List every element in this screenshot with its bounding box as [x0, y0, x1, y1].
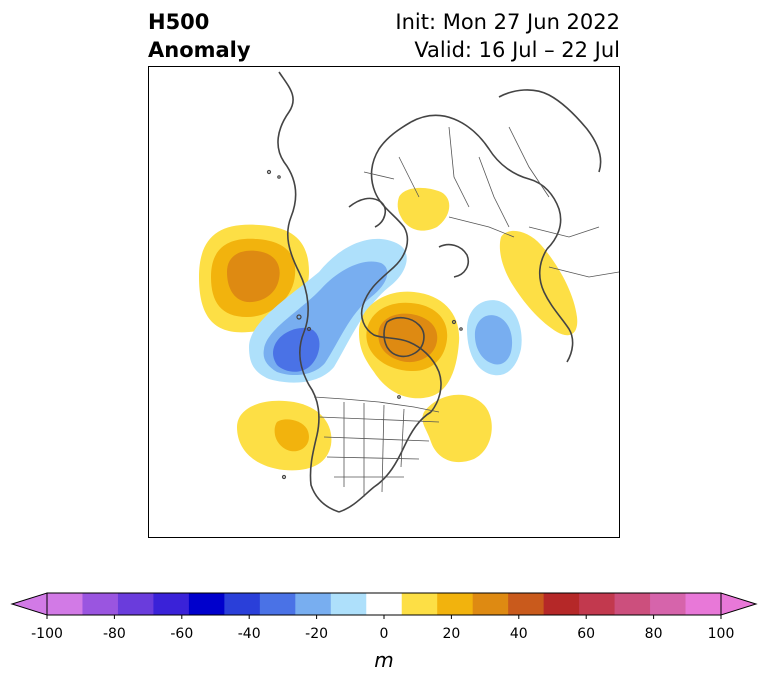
colorbar-tick-label: 20: [442, 626, 461, 642]
anomaly-positive-pacific: [199, 224, 309, 333]
anomaly-negative-greenland: [467, 300, 522, 376]
title-variable: H500: [148, 10, 210, 34]
political-borders: [313, 126, 619, 497]
anomaly-fields: [199, 187, 578, 471]
colorbar-bin: [259, 593, 296, 615]
colorbar-scale: [10, 592, 758, 619]
colorbar-bin: [437, 593, 474, 615]
colorbar: [0, 585, 768, 685]
colorbar-tick-label: -20: [305, 626, 329, 642]
colorbar-bin: [153, 593, 190, 615]
colorbar-extend-left: [10, 592, 48, 616]
colorbar-bin: [47, 593, 83, 615]
colorbar-bin: [472, 593, 509, 615]
colorbar-bin: [685, 593, 722, 615]
colorbar-bin: [579, 593, 616, 615]
anomaly-map: [199, 71, 619, 513]
anomaly-positive-scandinavia: [397, 187, 450, 231]
colorbar-tick-label: 80: [644, 626, 663, 642]
colorbar-bin: [330, 593, 367, 615]
title-type: Anomaly: [148, 38, 251, 62]
colorbar-tick-label: -80: [102, 626, 126, 642]
title-init: Init: Mon 27 Jun 2022: [395, 10, 620, 34]
title-valid: Valid: 16 Jul – 22 Jul: [414, 38, 620, 62]
colorbar-tick-label: -40: [237, 626, 261, 642]
colorbar-bin: [224, 593, 261, 615]
colorbar-extend-right: [720, 592, 758, 616]
colorbar-tick-label: 100: [707, 626, 735, 642]
colorbar-tick-label: -60: [170, 626, 194, 642]
chart-title-left: H500 Anomaly: [148, 8, 251, 64]
colorbar-tick-label: 40: [509, 626, 528, 642]
colorbar-bin: [543, 593, 580, 615]
islands: [266, 169, 463, 480]
chart-title-right: Init: Mon 27 Jun 2022 Valid: 16 Jul – 22…: [395, 8, 620, 64]
colorbar-tick-label: 60: [577, 626, 596, 642]
colorbar-bin: [295, 593, 332, 615]
colorbar-tick-label: -100: [31, 626, 63, 642]
colorbar-bin: [188, 593, 225, 615]
colorbar-bin: [117, 593, 154, 615]
anomaly-positive-europe: [499, 230, 578, 336]
anomaly-positive-arctic-canada: [359, 291, 460, 399]
anomaly-positive-atlantic: [422, 394, 492, 463]
colorbar-bin: [366, 593, 403, 615]
anomaly-positive-western-us: [237, 400, 332, 471]
anomaly-negative-alaska: [249, 238, 407, 383]
colorbar-bin: [82, 593, 119, 615]
colorbar-bin: [650, 593, 687, 615]
colorbar-tick-label: 0: [379, 626, 389, 642]
colorbar-unit-label: m: [374, 648, 394, 672]
map-panel: [148, 66, 620, 538]
coastlines: [277, 71, 602, 513]
colorbar-bin: [508, 593, 545, 615]
colorbar-bin: [401, 593, 438, 615]
colorbar-bin: [614, 593, 651, 615]
